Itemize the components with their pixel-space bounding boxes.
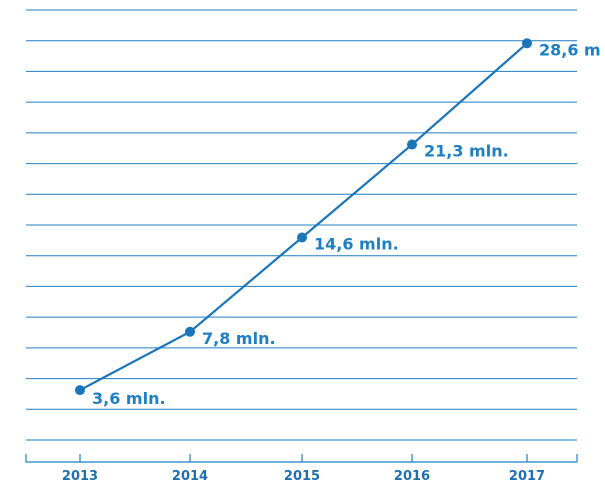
series-layer [75, 38, 532, 396]
data-point [407, 139, 417, 150]
x-axis: 2013 2014 2015 2016 2017 [25, 454, 578, 484]
data-point [75, 385, 85, 396]
x-tick-label: 2017 [509, 469, 545, 484]
data-label: 14,6 mln. [314, 234, 399, 253]
data-label: 7,8 mln. [202, 329, 276, 348]
x-tick-label: 2013 [62, 469, 98, 484]
gridlines [26, 9, 577, 441]
data-point [185, 326, 195, 337]
series-line [79, 42, 528, 392]
x-tick-label: 2014 [172, 469, 208, 484]
x-tick-label: 2015 [284, 469, 320, 484]
data-point [297, 232, 307, 243]
data-label: 21,3 mln. [424, 142, 509, 161]
data-point [522, 38, 532, 49]
data-labels: 3,6 mln. 7,8 mln. 14,6 mln. 21,3 mln. 28,6 m [92, 40, 601, 408]
x-tick-label: 2016 [394, 469, 430, 484]
data-label: 28,6 m [539, 40, 601, 59]
data-label: 3,6 mln. [92, 389, 166, 408]
